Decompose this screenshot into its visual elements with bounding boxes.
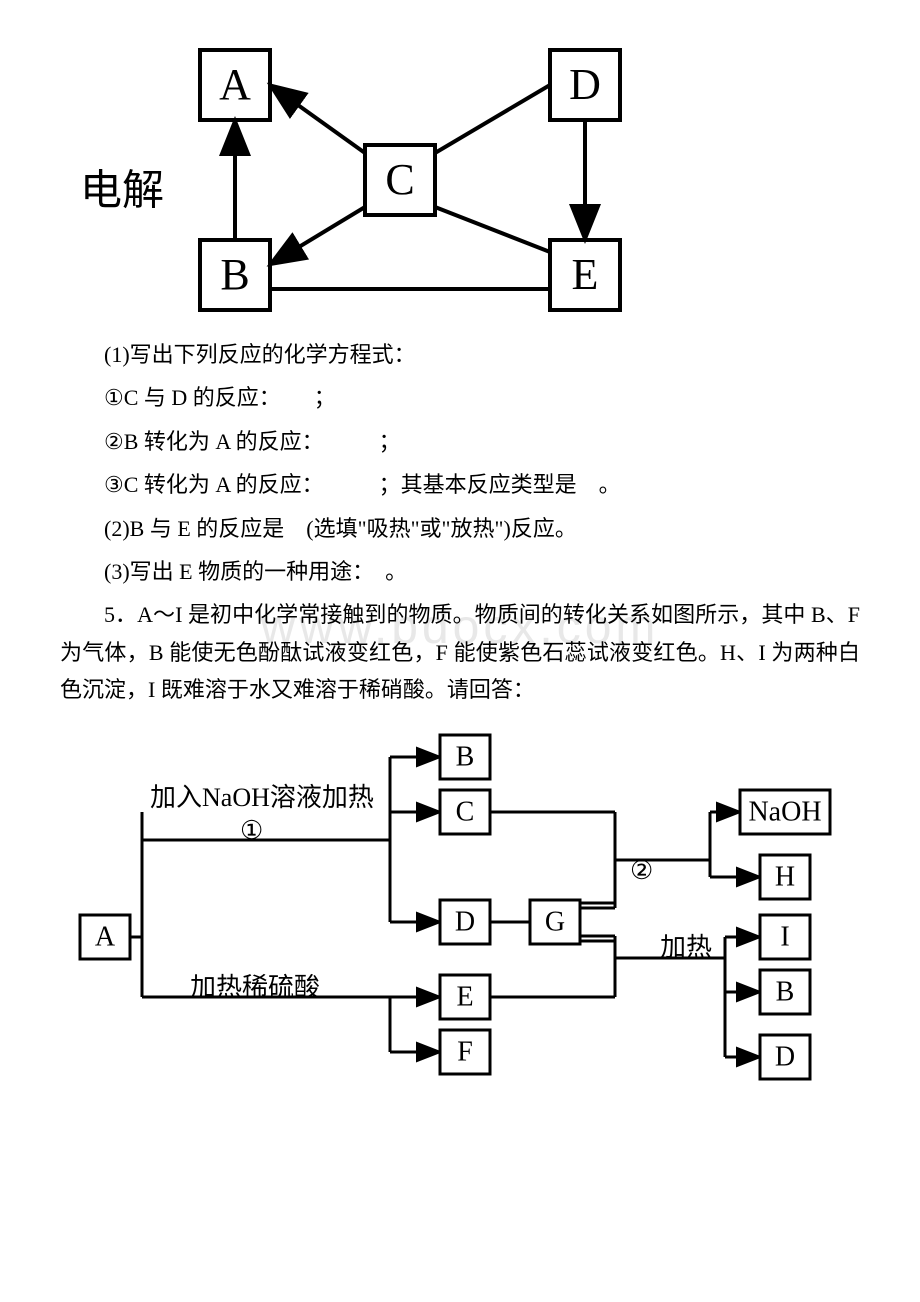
- q1-sub3: ③C 转化为 A 的反应： ；其基本反应类型是 。: [60, 466, 860, 503]
- q3-prompt: (3)写出 E 物质的一种用途： 。: [60, 553, 860, 590]
- svg-text:①: ①: [240, 815, 263, 844]
- svg-text:B: B: [220, 250, 249, 299]
- svg-text:G: G: [545, 906, 565, 937]
- q1-sub1: ①C 与 D 的反应： ；: [60, 379, 860, 416]
- svg-text:NaOH: NaOH: [748, 796, 821, 827]
- svg-text:I: I: [780, 921, 789, 952]
- q2-prompt: (2)B 与 E 的反应是 (选填"吸热"或"放热")反应。: [60, 510, 860, 547]
- svg-text:D: D: [775, 1041, 795, 1072]
- svg-text:E: E: [456, 981, 473, 1012]
- svg-text:②: ②: [630, 855, 653, 884]
- svg-text:D: D: [455, 906, 475, 937]
- svg-text:F: F: [457, 1036, 473, 1067]
- diagram-1: A B C D E 电解: [60, 30, 660, 330]
- svg-text:D: D: [569, 60, 601, 109]
- svg-text:E: E: [572, 250, 599, 299]
- svg-text:加热: 加热: [660, 932, 712, 961]
- svg-text:加入NaOH溶液加热: 加入NaOH溶液加热: [150, 782, 374, 811]
- svg-text:电解: 电解: [80, 169, 164, 215]
- svg-text:A: A: [95, 921, 116, 952]
- svg-text:C: C: [456, 796, 475, 827]
- svg-text:加热稀硫酸: 加热稀硫酸: [190, 972, 320, 1001]
- svg-text:A: A: [219, 60, 251, 109]
- q1-prompt: (1)写出下列反应的化学方程式：: [60, 336, 860, 373]
- svg-text:H: H: [775, 861, 795, 892]
- svg-text:B: B: [776, 976, 795, 1007]
- q5-prompt: 5．A～I 是初中化学常接触到的物质。物质间的转化关系如图所示，其中 B、F 为…: [60, 596, 860, 708]
- svg-text:C: C: [385, 155, 414, 204]
- svg-text:B: B: [456, 741, 475, 772]
- q1-sub2: ②B 转化为 A 的反应： ；: [60, 423, 860, 460]
- diagram-2: ABCDEFGNaOHHIBD 加入NaOH溶液加热①加热稀硫酸②加热: [60, 715, 860, 1085]
